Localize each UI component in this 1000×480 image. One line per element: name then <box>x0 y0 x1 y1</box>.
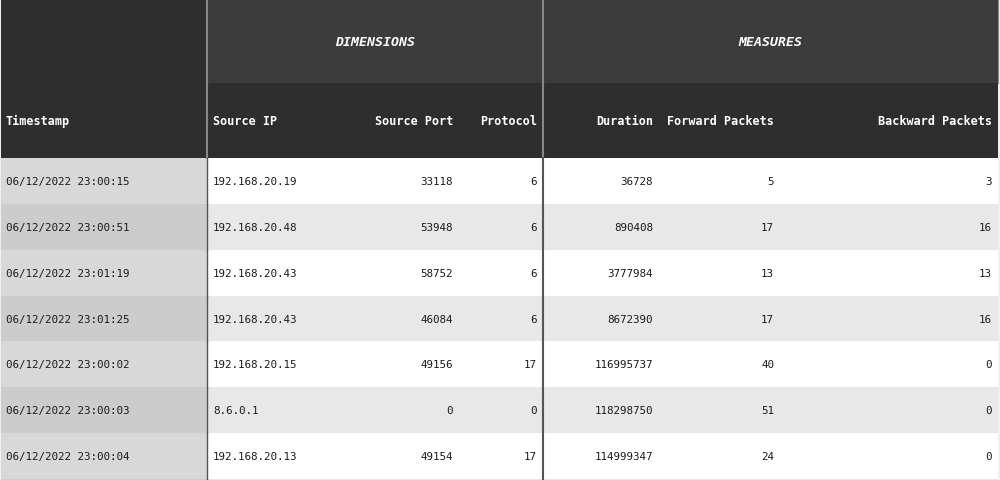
Bar <box>1 0 207 84</box>
Text: 17: 17 <box>524 360 537 370</box>
Bar <box>1 158 998 204</box>
Text: Timestamp: Timestamp <box>6 115 70 128</box>
Bar <box>1 433 998 479</box>
Text: 0: 0 <box>986 406 992 416</box>
Text: 16: 16 <box>979 222 992 232</box>
Text: 6: 6 <box>530 222 537 232</box>
Text: 24: 24 <box>761 451 774 461</box>
Text: 5: 5 <box>768 176 774 186</box>
Text: DIMENSIONS: DIMENSIONS <box>335 36 415 48</box>
Text: 49154: 49154 <box>420 451 453 461</box>
Bar <box>1 433 207 479</box>
Text: 890408: 890408 <box>614 222 653 232</box>
Bar <box>1 84 998 158</box>
Bar <box>1 204 998 250</box>
Text: 114999347: 114999347 <box>594 451 653 461</box>
Text: 33118: 33118 <box>420 176 453 186</box>
Text: 8.6.0.1: 8.6.0.1 <box>213 406 258 416</box>
Text: 13: 13 <box>761 268 774 278</box>
Text: 17: 17 <box>524 451 537 461</box>
Text: 06/12/2022 23:01:25: 06/12/2022 23:01:25 <box>6 314 130 324</box>
Text: 116995737: 116995737 <box>594 360 653 370</box>
Bar <box>1 479 207 480</box>
Bar <box>1 388 998 433</box>
Text: 192.168.20.48: 192.168.20.48 <box>213 222 298 232</box>
Text: 0: 0 <box>986 360 992 370</box>
Text: 192.168.20.13: 192.168.20.13 <box>213 451 298 461</box>
Bar <box>1 479 998 480</box>
Text: 6: 6 <box>530 176 537 186</box>
Bar <box>1 296 998 342</box>
Text: 13: 13 <box>979 268 992 278</box>
Text: 58752: 58752 <box>420 268 453 278</box>
Bar <box>543 0 998 84</box>
Text: 192.168.20.19: 192.168.20.19 <box>213 176 298 186</box>
Text: 8672390: 8672390 <box>608 314 653 324</box>
Text: MEASURES: MEASURES <box>738 36 802 48</box>
Text: 06/12/2022 23:00:02: 06/12/2022 23:00:02 <box>6 360 130 370</box>
Text: 36728: 36728 <box>620 176 653 186</box>
Text: 192.168.20.43: 192.168.20.43 <box>213 268 298 278</box>
Bar <box>1 250 207 296</box>
Bar <box>1 296 207 342</box>
Text: 06/12/2022 23:00:03: 06/12/2022 23:00:03 <box>6 406 130 416</box>
Bar <box>1 388 207 433</box>
Text: 6: 6 <box>530 314 537 324</box>
Text: Protocol: Protocol <box>480 115 537 128</box>
Text: 0: 0 <box>446 406 453 416</box>
Bar <box>1 158 207 204</box>
Text: Source Port: Source Port <box>375 115 453 128</box>
Text: Backward Packets: Backward Packets <box>878 115 992 128</box>
Text: 3: 3 <box>986 176 992 186</box>
Text: 53948: 53948 <box>420 222 453 232</box>
Text: 0: 0 <box>986 451 992 461</box>
Text: Source IP: Source IP <box>213 115 277 128</box>
Text: 06/12/2022 23:00:51: 06/12/2022 23:00:51 <box>6 222 130 232</box>
Text: Duration: Duration <box>596 115 653 128</box>
Bar <box>1 250 998 296</box>
Text: 17: 17 <box>761 222 774 232</box>
Text: 16: 16 <box>979 314 992 324</box>
Text: 0: 0 <box>530 406 537 416</box>
Text: 06/12/2022 23:01:19: 06/12/2022 23:01:19 <box>6 268 130 278</box>
Text: 6: 6 <box>530 268 537 278</box>
Text: 118298750: 118298750 <box>594 406 653 416</box>
Bar <box>1 204 207 250</box>
Text: 40: 40 <box>761 360 774 370</box>
Bar <box>1 342 207 388</box>
Text: 17: 17 <box>761 314 774 324</box>
Text: 06/12/2022 23:00:15: 06/12/2022 23:00:15 <box>6 176 130 186</box>
Text: 46084: 46084 <box>420 314 453 324</box>
Text: 3777984: 3777984 <box>608 268 653 278</box>
Text: 06/12/2022 23:00:04: 06/12/2022 23:00:04 <box>6 451 130 461</box>
Text: Forward Packets: Forward Packets <box>667 115 774 128</box>
Text: 49156: 49156 <box>420 360 453 370</box>
Bar <box>1 342 998 388</box>
Text: 192.168.20.43: 192.168.20.43 <box>213 314 298 324</box>
Text: 192.168.20.15: 192.168.20.15 <box>213 360 298 370</box>
Bar <box>207 0 543 84</box>
Text: 51: 51 <box>761 406 774 416</box>
